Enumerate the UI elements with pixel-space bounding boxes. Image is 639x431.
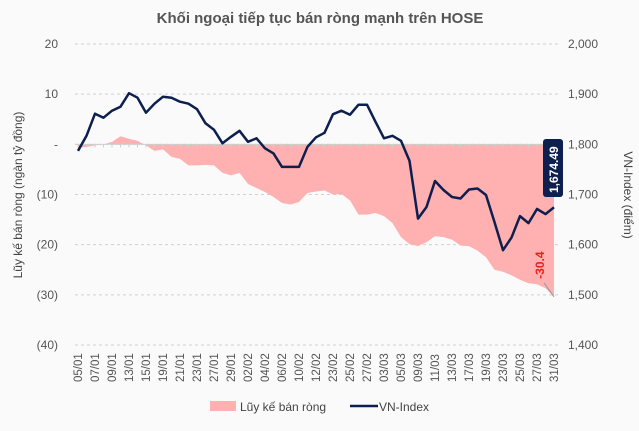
legend-swatch-area [210, 401, 236, 411]
x-tick-label: 15/01 [141, 353, 153, 382]
x-tick-label: 13/03 [447, 353, 459, 382]
x-tick-label: 27/03 [532, 353, 544, 382]
legend-label-line: VN-Index [379, 400, 429, 414]
right-tick-label: 2,000 [568, 37, 598, 51]
x-tick-label: 21/01 [175, 353, 187, 382]
data-label-leader [543, 282, 555, 298]
x-tick-label: 23/03 [498, 353, 510, 382]
left-tick-label: - [54, 137, 58, 151]
x-tick-label: 06/02 [277, 353, 289, 382]
x-tick-label: 23/01 [192, 353, 204, 382]
left-tick-label: (30) [37, 288, 58, 302]
line-last-value-label: 1,674.49 [547, 146, 561, 193]
right-tick-label: 1,700 [568, 188, 598, 202]
x-tick-label: 23/02 [328, 353, 340, 382]
line-last-value-badge [543, 139, 563, 197]
x-tick-label: 05/03 [396, 353, 408, 382]
x-tick-label: 07/01 [90, 353, 102, 382]
x-tick-label: 19/01 [158, 353, 170, 382]
right-axis-label: VN-Index (điểm) [621, 151, 635, 238]
x-tick-label: 19/03 [481, 353, 493, 382]
x-tick-label: 12/02 [311, 353, 323, 382]
x-tick-label: 25/02 [345, 353, 357, 382]
x-tick-label: 11/03 [430, 354, 442, 382]
right-tick-label: 1,400 [568, 338, 598, 352]
left-tick-label: 20 [45, 37, 59, 51]
left-tick-label: (10) [37, 188, 58, 202]
x-tick-label: 27/02 [362, 353, 374, 382]
legend-label-area: Lũy kế bán ròng [240, 400, 326, 414]
left-axis-label: Lũy kế bán ròng (ngàn tỷ đồng) [11, 112, 25, 279]
right-tick-label: 1,500 [568, 288, 598, 302]
x-tick-label: 05/01 [73, 353, 85, 382]
right-tick-label: 1,600 [568, 238, 598, 252]
x-tick-label: 27/01 [209, 353, 221, 382]
chart-title: Khối ngoại tiếp tục bán ròng mạnh trên H… [157, 10, 484, 27]
x-tick-label: 04/02 [260, 353, 272, 382]
left-tick-label: (40) [37, 338, 58, 352]
x-tick-label: 13/01 [124, 353, 136, 382]
left-tick-label: (20) [37, 238, 58, 252]
x-tick-label: 03/03 [379, 353, 391, 382]
x-tick-label: 10/02 [294, 353, 306, 382]
x-tick-label: 09/03 [413, 353, 425, 382]
line-series-vn-index [76, 91, 555, 252]
x-tick-label: 31/03 [549, 353, 561, 382]
x-tick-label: 25/03 [515, 353, 527, 382]
right-tick-label: 1,900 [568, 87, 598, 101]
x-tick-label: 29/01 [226, 353, 238, 382]
left-tick-label: 10 [45, 87, 59, 101]
x-tick-label: 09/01 [107, 353, 119, 382]
area-last-value-label: -30.4 [533, 251, 547, 279]
right-tick-label: 1,800 [568, 137, 598, 151]
area-series-cumulative-net-sell [78, 136, 554, 297]
x-tick-label: 02/02 [243, 353, 255, 382]
x-tick-label: 17/03 [464, 353, 476, 382]
